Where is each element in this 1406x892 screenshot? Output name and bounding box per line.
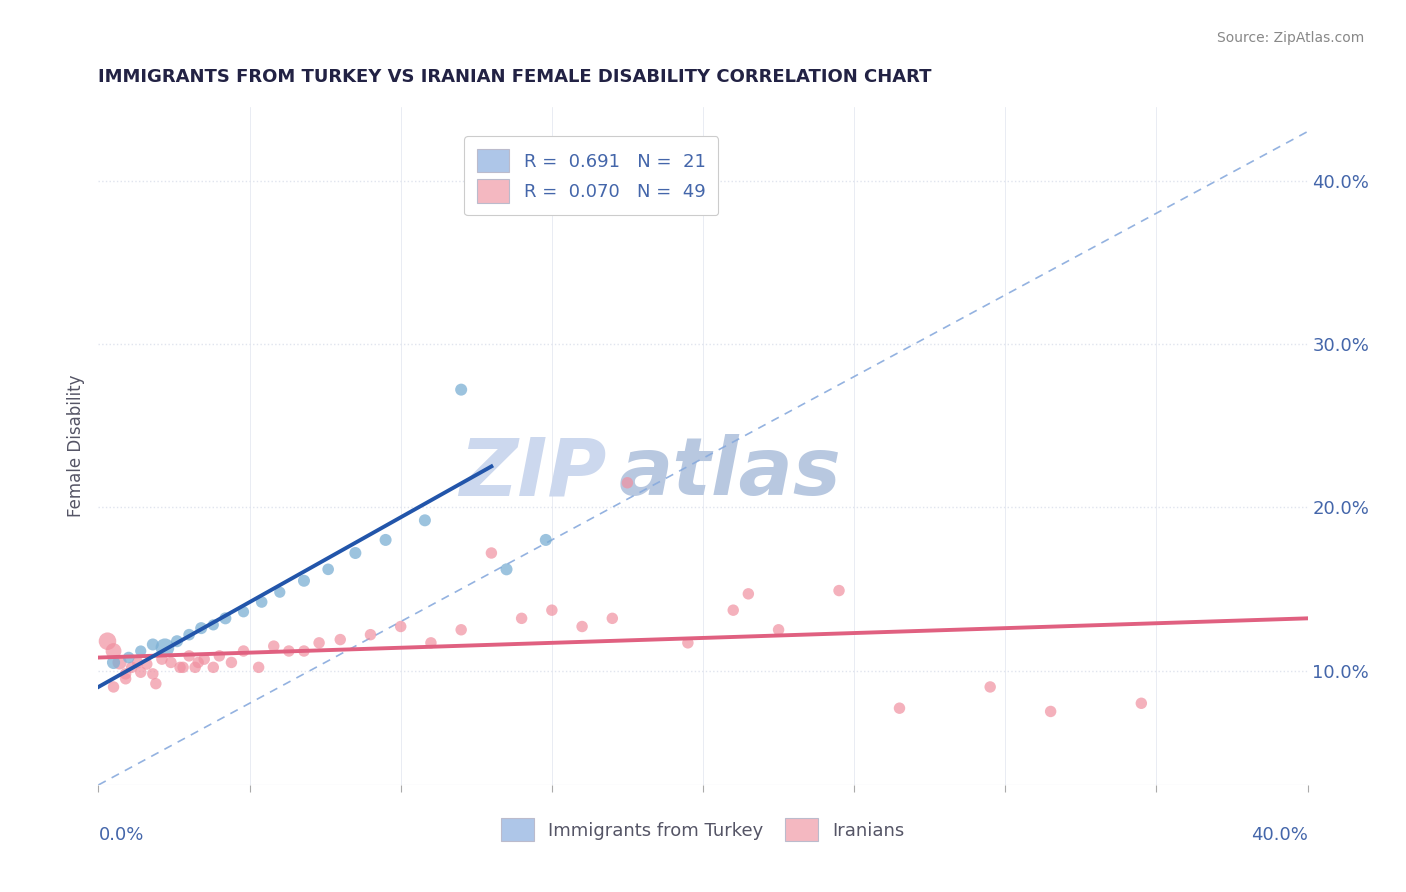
Point — [450, 623, 472, 637]
Point — [329, 632, 352, 647]
Point — [169, 660, 191, 674]
Point — [420, 636, 443, 650]
Text: 0.0%: 0.0% — [98, 826, 143, 844]
Point — [540, 603, 562, 617]
Point — [1130, 696, 1153, 710]
Y-axis label: Female Disability: Female Disability — [67, 375, 86, 517]
Point — [150, 652, 173, 666]
Point — [145, 676, 167, 690]
Point — [142, 638, 165, 652]
Point — [127, 656, 149, 670]
Point — [190, 621, 212, 635]
Point — [360, 628, 382, 642]
Point — [374, 533, 396, 547]
Point — [184, 660, 207, 674]
Point — [676, 636, 699, 650]
Point — [135, 657, 157, 671]
Point — [1039, 705, 1062, 719]
Point — [108, 656, 131, 670]
Point — [571, 619, 593, 633]
Text: ZIP: ZIP — [458, 434, 606, 512]
Point — [153, 640, 176, 655]
Point — [202, 618, 225, 632]
Point — [114, 666, 136, 681]
Point — [828, 583, 851, 598]
Point — [979, 680, 1001, 694]
Point — [232, 644, 254, 658]
Point — [344, 546, 367, 560]
Point — [250, 595, 273, 609]
Point — [263, 639, 285, 653]
Point — [510, 611, 533, 625]
Point — [308, 636, 330, 650]
Point — [292, 644, 315, 658]
Legend: Immigrants from Turkey, Iranians: Immigrants from Turkey, Iranians — [492, 809, 914, 850]
Point — [103, 644, 125, 658]
Text: IMMIGRANTS FROM TURKEY VS IRANIAN FEMALE DISABILITY CORRELATION CHART: IMMIGRANTS FROM TURKEY VS IRANIAN FEMALE… — [98, 68, 932, 86]
Point — [737, 587, 759, 601]
Point — [768, 623, 790, 637]
Point — [269, 585, 291, 599]
Text: 40.0%: 40.0% — [1251, 826, 1308, 844]
Point — [495, 562, 517, 576]
Point — [160, 656, 183, 670]
Point — [114, 672, 136, 686]
Point — [889, 701, 911, 715]
Point — [214, 611, 236, 625]
Point — [96, 634, 118, 648]
Point — [450, 383, 472, 397]
Point — [316, 562, 339, 576]
Point — [616, 475, 638, 490]
Point — [121, 660, 143, 674]
Point — [193, 652, 215, 666]
Point — [103, 656, 125, 670]
Point — [129, 665, 152, 680]
Text: atlas: atlas — [619, 434, 841, 512]
Point — [389, 619, 412, 633]
Point — [247, 660, 270, 674]
Point — [221, 656, 243, 670]
Point — [277, 644, 299, 658]
Point — [202, 660, 225, 674]
Point — [232, 605, 254, 619]
Point — [103, 680, 125, 694]
Point — [172, 660, 194, 674]
Point — [142, 666, 165, 681]
Point — [602, 611, 624, 625]
Point — [292, 574, 315, 588]
Point — [118, 650, 141, 665]
Point — [187, 656, 209, 670]
Point — [166, 634, 188, 648]
Point — [179, 628, 201, 642]
Point — [129, 644, 152, 658]
Point — [723, 603, 745, 617]
Text: Source: ZipAtlas.com: Source: ZipAtlas.com — [1216, 31, 1364, 45]
Point — [534, 533, 557, 547]
Point — [481, 546, 503, 560]
Point — [179, 648, 201, 663]
Point — [208, 648, 231, 663]
Point — [413, 513, 436, 527]
